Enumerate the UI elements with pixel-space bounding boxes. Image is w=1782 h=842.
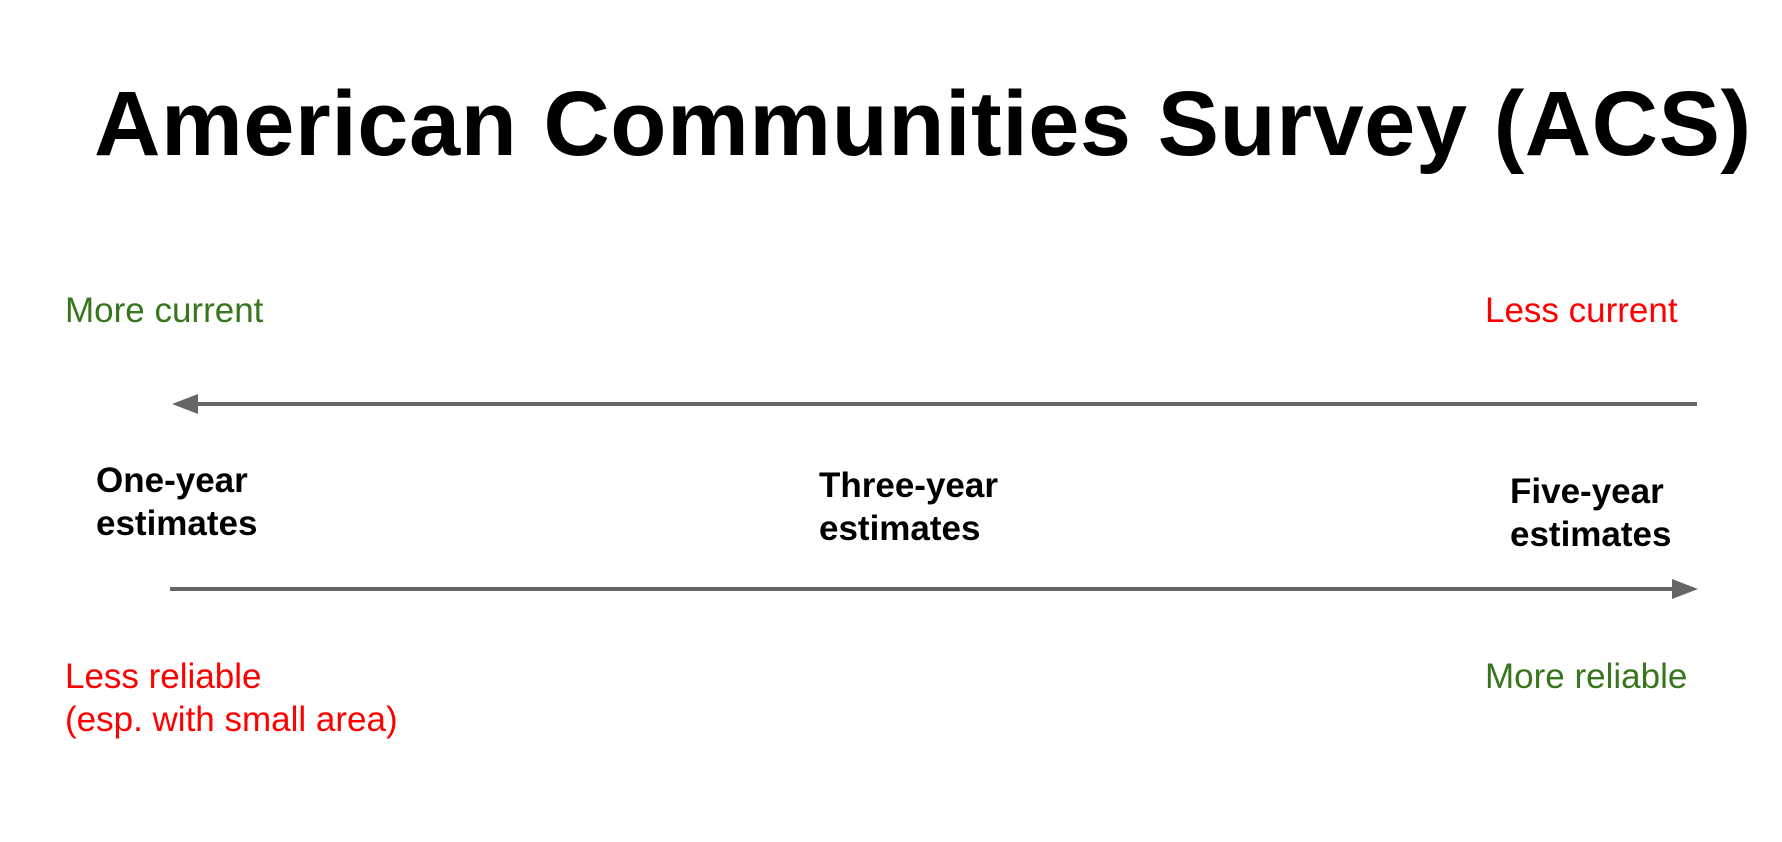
five-year-estimates-label: Five-year estimates (1510, 470, 1671, 556)
page-title: American Communities Survey (ACS) (94, 73, 1752, 175)
three-year-line2: estimates (819, 509, 981, 548)
one-year-line1: One-year (96, 461, 248, 500)
small-area-note: (esp. with small area) (65, 700, 398, 739)
three-year-line1: Three-year (819, 466, 998, 505)
more-reliable-label: More reliable (1485, 657, 1688, 696)
one-year-line2: estimates (96, 504, 258, 543)
three-year-estimates-label: Three-year estimates (819, 464, 998, 550)
currency-arrow (172, 394, 1697, 414)
less-current-label: Less current (1485, 291, 1678, 330)
five-year-line2: estimates (1510, 515, 1672, 554)
more-current-label: More current (65, 291, 264, 330)
right-arrowhead-icon (1672, 579, 1698, 599)
reliability-arrow (170, 579, 1698, 599)
left-arrowhead-icon (172, 394, 198, 414)
one-year-estimates-label: One-year estimates (96, 459, 257, 545)
less-reliable-label: Less reliable (65, 657, 262, 696)
five-year-line1: Five-year (1510, 472, 1664, 511)
